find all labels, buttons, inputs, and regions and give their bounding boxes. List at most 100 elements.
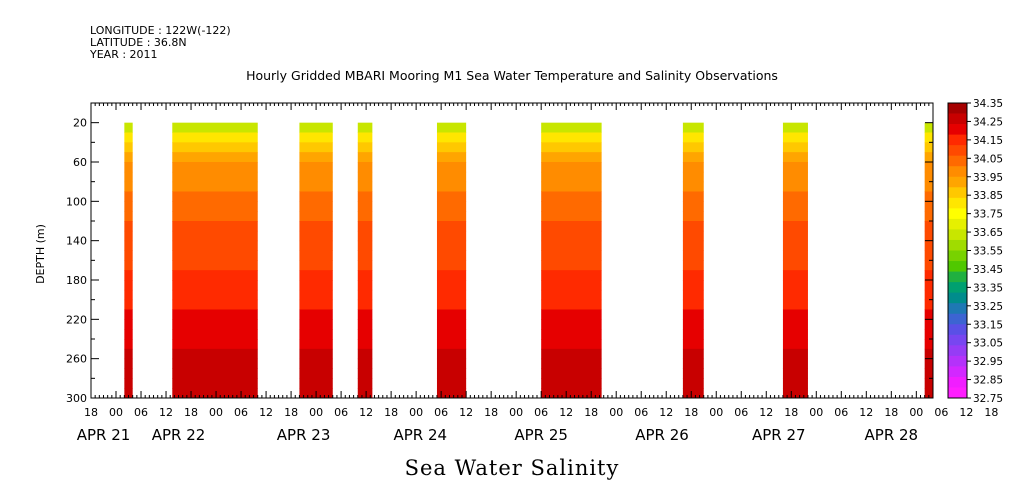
x-tick-label: 18 — [484, 406, 498, 419]
x-tick-label: 06 — [334, 406, 348, 419]
data-segment — [357, 122, 373, 399]
date-label: APR 23 — [277, 426, 331, 444]
contour-band — [299, 280, 333, 291]
chart-title: Hourly Gridded MBARI Mooring M1 Sea Wate… — [246, 68, 778, 83]
date-label: APR 26 — [635, 426, 689, 444]
colorbar-label: 34.15 — [973, 135, 1003, 147]
contour-band — [924, 162, 933, 173]
contour-band — [682, 260, 704, 271]
x-tick-label: 00 — [609, 406, 623, 419]
contour-band — [299, 230, 333, 242]
contour-band — [299, 339, 333, 350]
contour-band — [436, 388, 467, 399]
contour-band — [541, 171, 602, 183]
contour-band — [124, 211, 133, 222]
contour-band — [299, 299, 333, 310]
contour-band — [357, 329, 373, 340]
x-tick-label: 12 — [959, 406, 973, 419]
date-label: APR 25 — [514, 426, 568, 444]
y-tick-label: 300 — [66, 392, 87, 405]
contour-band — [124, 152, 133, 163]
colorbar-swatch — [948, 282, 967, 294]
contour-band — [299, 221, 333, 232]
contour-band — [782, 289, 808, 301]
contour-band — [924, 339, 933, 350]
contour-band — [682, 162, 704, 173]
contour-band — [782, 348, 808, 360]
data-segment — [682, 122, 704, 399]
contour-band — [924, 221, 933, 232]
contour-band — [299, 162, 333, 173]
contour-band — [782, 191, 808, 202]
contour-band — [124, 299, 133, 310]
x-tick-label: 06 — [234, 406, 248, 419]
colorbar-label: 33.75 — [973, 209, 1003, 221]
colorbar-swatch — [948, 239, 967, 251]
contour-band — [299, 260, 333, 271]
contour-band — [436, 132, 467, 143]
colorbar-swatch — [948, 366, 967, 378]
contour-band — [172, 152, 258, 163]
contour-band — [541, 152, 602, 163]
contour-band — [682, 378, 704, 389]
x-tick-label: 00 — [109, 406, 123, 419]
contour-band — [541, 250, 602, 261]
contour-band — [436, 358, 467, 369]
contour-band — [782, 152, 808, 163]
x-tick-label: 18 — [584, 406, 598, 419]
contour-band — [436, 348, 467, 360]
contour-band — [357, 191, 373, 202]
x-tick-label: 06 — [534, 406, 548, 419]
contour-band — [682, 309, 704, 320]
contour-band — [924, 319, 933, 330]
contour-band — [299, 240, 333, 251]
colorbar-label: 32.75 — [973, 393, 1003, 405]
contour-band — [436, 122, 467, 133]
data-segment — [541, 122, 602, 399]
data-segment — [436, 122, 467, 399]
contour-band — [541, 388, 602, 399]
contour-band — [682, 230, 704, 242]
contour-band — [924, 240, 933, 251]
contour-band — [436, 181, 467, 192]
colorbar-swatch — [948, 208, 967, 220]
contour-band — [782, 260, 808, 271]
y-tick-label: 260 — [66, 353, 87, 366]
x-tick-label: 00 — [509, 406, 523, 419]
contour-band — [682, 329, 704, 340]
contour-band — [924, 142, 933, 153]
contour-band — [782, 299, 808, 310]
colorbar-swatch — [948, 376, 967, 388]
colorbar-swatch — [948, 124, 967, 136]
contour-band — [782, 162, 808, 173]
y-tick-label: 180 — [66, 274, 87, 287]
colorbar-swatch — [948, 113, 967, 125]
contour-band — [124, 388, 133, 399]
contour-band — [124, 260, 133, 271]
x-tick-label: 12 — [159, 406, 173, 419]
colorbar-swatch — [948, 229, 967, 241]
contour-band — [436, 240, 467, 251]
data-segment — [924, 122, 933, 399]
contour-band — [124, 181, 133, 192]
colorbar-swatch — [948, 324, 967, 336]
contour-band — [124, 329, 133, 340]
colorbar-label: 33.35 — [973, 282, 1003, 294]
year-label: YEAR : 2011 — [90, 48, 158, 61]
contour-band — [172, 142, 258, 153]
colorbar-swatch — [948, 250, 967, 262]
contour-band — [357, 309, 373, 320]
contour-band — [357, 368, 373, 379]
contour-band — [541, 132, 602, 143]
contour-band — [172, 299, 258, 310]
contour-band — [924, 309, 933, 320]
contour-band — [782, 132, 808, 143]
contour-band — [124, 122, 133, 133]
contour-band — [436, 260, 467, 271]
x-tick-label: 00 — [809, 406, 823, 419]
contour-band — [682, 319, 704, 330]
colorbar-swatch — [948, 187, 967, 199]
contour-band — [436, 152, 467, 163]
colorbar-swatch — [948, 387, 967, 399]
contour-band — [682, 339, 704, 350]
